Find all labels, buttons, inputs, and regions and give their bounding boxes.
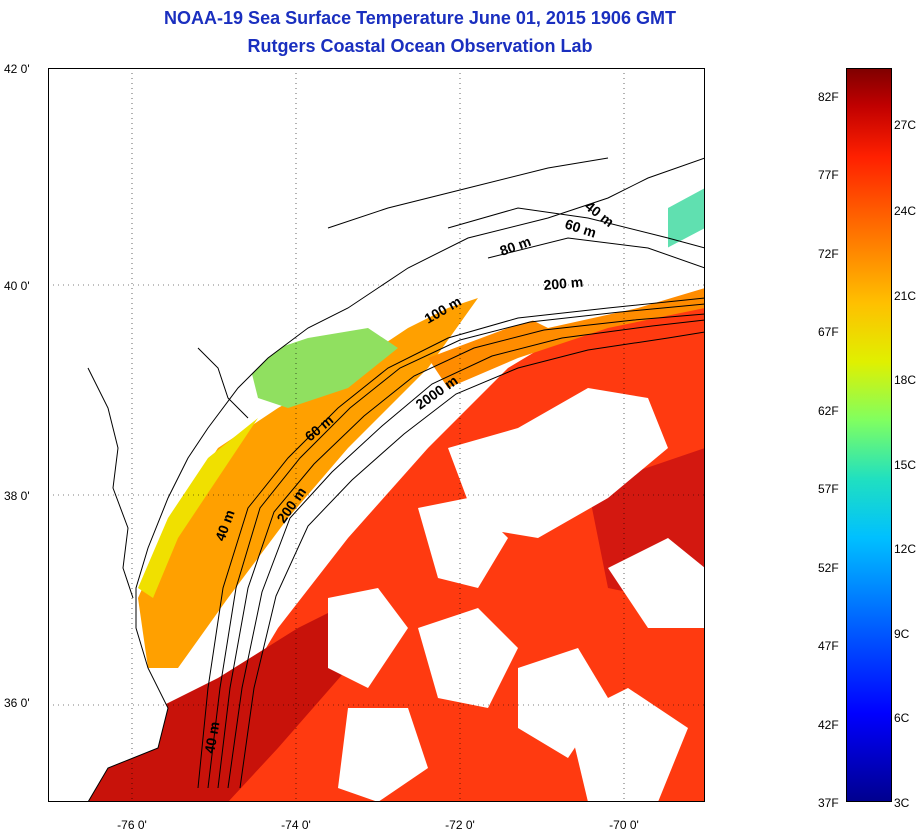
cloud-mask <box>328 228 705 802</box>
colorbar-f-label: 82F <box>818 90 839 104</box>
colorbar-c-label: 15C <box>894 458 917 472</box>
colorbar-f-label: 62F <box>818 404 839 418</box>
lat-tick-label: 40 0' <box>4 279 30 293</box>
isobath-label: 40 m <box>201 720 222 754</box>
colorbar-c-label: 12C <box>894 542 917 556</box>
sst-map-canvas: 40 m 60 m 80 m 200 m 100 m 2000 m 60 m 2… <box>48 68 705 802</box>
colorbar-c-label: 9C <box>894 627 910 641</box>
temperature-colorbar <box>846 68 892 802</box>
long-island-coast <box>327 157 609 229</box>
colorbar-f-label: 42F <box>818 718 839 732</box>
sst-inner-shelf <box>138 418 258 598</box>
land-mass <box>48 68 705 802</box>
isobath-label: 2000 m <box>413 372 461 412</box>
colorbar-f-label: 57F <box>818 482 839 496</box>
colorbar-f-label: 67F <box>818 325 839 339</box>
lat-tick-label: 36 0' <box>4 696 30 710</box>
colorbar-f-label: 72F <box>818 247 839 261</box>
colorbar-c-label: 18C <box>894 373 917 387</box>
lat-tick-label: 42 0' <box>4 62 30 76</box>
sst-cool-patch-nj <box>248 328 398 408</box>
colorbar-c-label: 21C <box>894 289 917 303</box>
sst-hot-water-south <box>88 588 378 802</box>
isobaths <box>197 207 705 789</box>
colorbar-c-label: 27C <box>894 118 917 132</box>
lat-tick-label: 38 0' <box>4 489 30 503</box>
lon-tick-label: -76 0' <box>117 818 147 832</box>
map-subtitle: Rutgers Coastal Ocean Observation Lab <box>247 36 593 56</box>
colorbar-c-label: 6C <box>894 711 910 725</box>
isobath-label: 200 m <box>543 274 584 293</box>
lon-tick-label: -72 0' <box>445 818 475 832</box>
delaware-coast <box>197 347 249 419</box>
lon-tick-label: -70 0' <box>609 818 639 832</box>
colorbar-f-label: 52F <box>818 561 839 575</box>
sst-shelf-water <box>138 298 478 668</box>
colorbar-c-label: 24C <box>894 204 917 218</box>
isobath-label: 80 m <box>498 233 533 259</box>
colorbar-f-label: 77F <box>818 168 839 182</box>
colorbar-f-label: 47F <box>818 639 839 653</box>
map-title: NOAA-19 Sea Surface Temperature June 01,… <box>164 8 676 28</box>
sst-map: 40 m 60 m 80 m 200 m 100 m 2000 m 60 m 2… <box>48 68 705 802</box>
colorbar-f-label: 37F <box>818 796 839 810</box>
lon-tick-label: -74 0' <box>281 818 311 832</box>
colorbar-c-label: 3C <box>894 796 910 810</box>
chesapeake-coast <box>87 367 134 599</box>
